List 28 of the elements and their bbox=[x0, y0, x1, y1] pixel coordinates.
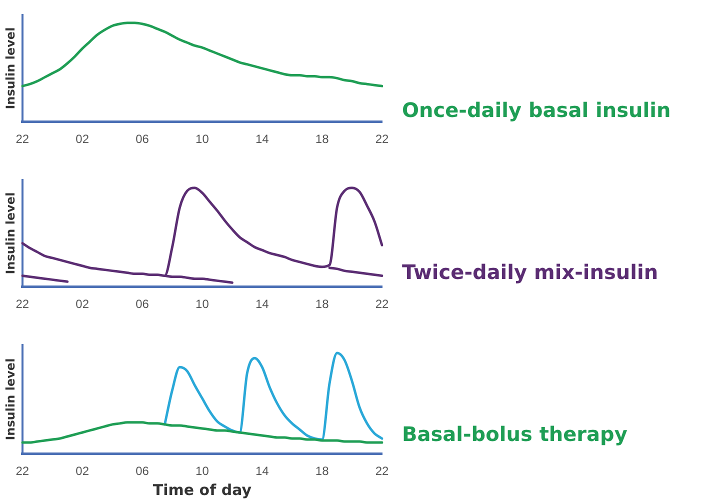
x-tick-label: 22 bbox=[16, 464, 30, 478]
x-tick-label: 22 bbox=[375, 132, 389, 146]
series-label: Basal-bolus therapy bbox=[402, 422, 628, 446]
x-tick-label: 22 bbox=[16, 297, 30, 312]
x-axis-title: Time of day bbox=[152, 480, 252, 499]
x-tick-label: 06 bbox=[136, 464, 150, 478]
x-tick-label: 22 bbox=[375, 297, 389, 312]
series-label: Twice-daily mix-insulin bbox=[402, 260, 658, 284]
x-tick-label: 06 bbox=[136, 132, 150, 146]
x-tick-label: 02 bbox=[76, 297, 90, 312]
x-tick-label: 18 bbox=[315, 132, 330, 146]
x-tick-label: 22 bbox=[375, 464, 389, 478]
series-label: Once-daily basal insulin bbox=[402, 98, 671, 122]
x-tick-label: 14 bbox=[255, 132, 270, 146]
x-tick-label: 14 bbox=[255, 297, 270, 312]
x-tick-label: 18 bbox=[315, 464, 330, 478]
x-tick-label: 18 bbox=[315, 297, 330, 312]
x-tick-label: 02 bbox=[76, 132, 90, 146]
x-tick-label: 22 bbox=[16, 132, 30, 146]
x-tick-label: 10 bbox=[196, 297, 210, 312]
y-axis-title: Insulin level bbox=[3, 358, 18, 440]
x-tick-label: 10 bbox=[196, 132, 210, 146]
x-tick-label: 06 bbox=[136, 297, 150, 312]
x-tick-label: 02 bbox=[76, 464, 90, 478]
x-tick-label: 14 bbox=[255, 464, 270, 478]
y-axis-title: Insulin level bbox=[3, 192, 18, 274]
y-axis-title: Insulin level bbox=[3, 27, 18, 110]
x-tick-label: 10 bbox=[196, 464, 210, 478]
